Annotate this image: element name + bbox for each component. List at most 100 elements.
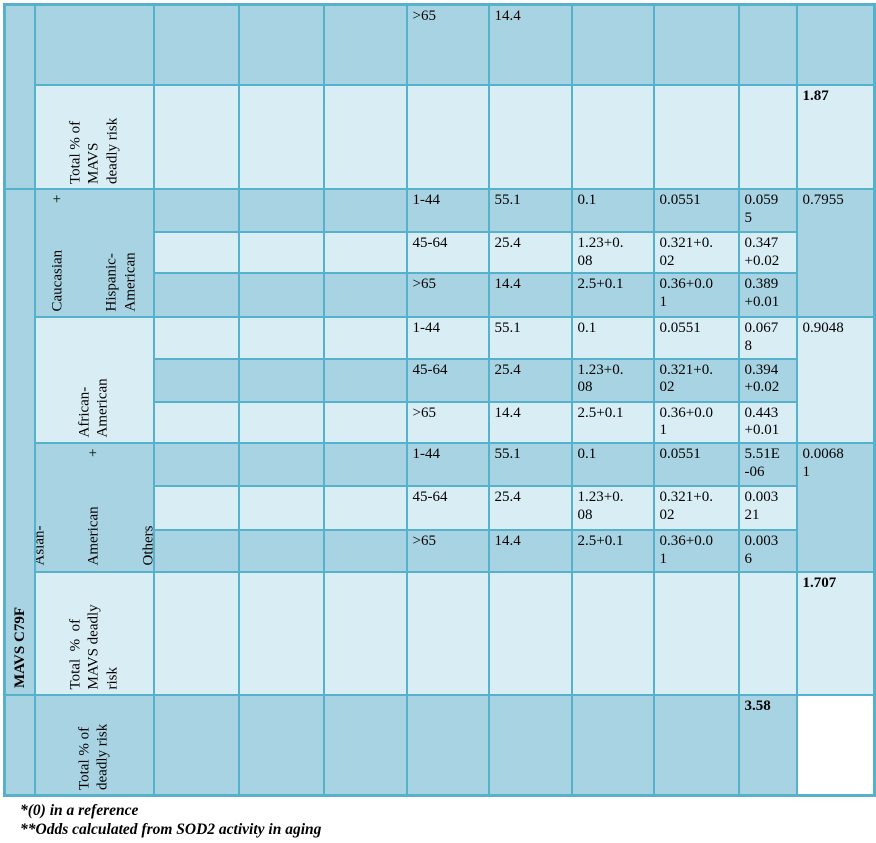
cell-value3: 0.059 5 [737, 188, 798, 233]
empty-cell [33, 3, 155, 86]
cell-value1: 2.5+0.1 [570, 272, 655, 319]
cell-value2: 0.321+0. 02 [652, 485, 740, 532]
group-label-asian: Asian- American + Others [33, 442, 155, 573]
empty-cell [322, 230, 408, 275]
table-row: Total % of MAVS deadly risk 1.87 [5, 84, 876, 190]
empty-cell [322, 442, 408, 488]
empty-cell [237, 3, 325, 86]
empty-cell [570, 3, 655, 86]
cell-value1: 0.1 [570, 442, 655, 488]
empty-cell [737, 84, 798, 190]
table-row: >65 14.4 2.5+0.1 0.36+0.0 1 0.003 6 [5, 529, 875, 573]
section-label: MAVS C79F [11, 606, 28, 688]
table-row: >65 14.4 [3, 3, 876, 190]
empty-cell [152, 188, 240, 233]
empty-cell [570, 84, 655, 190]
empty-cell [652, 693, 740, 796]
vertical-label: Total % of deadly risk [76, 723, 111, 790]
table-row: African- American 1-44 55.1 0.1 0.0551 0… [5, 316, 876, 445]
empty-cell [152, 693, 240, 796]
empty-cell [152, 3, 240, 86]
cell-age: 45-64 [405, 230, 490, 275]
cell-value2: 0.321+0. 02 [652, 357, 740, 403]
empty-cell [487, 84, 573, 190]
empty-cell [237, 442, 325, 488]
empty-cell [237, 400, 325, 445]
cell-age: 1-44 [405, 188, 490, 233]
footnote-reference: *(0) in a reference [20, 801, 139, 819]
empty-cell [322, 693, 408, 796]
table-row: 45-64 25.4 1.23+0. 08 0.321+0. 02 0.003 … [5, 485, 875, 532]
cell-group-total: 0.0068 1 [795, 442, 876, 573]
cell-value1: 1.23+0. 08 [570, 230, 655, 275]
cell-total: 3.58 [737, 693, 798, 796]
cell-value3: 0.347 +0.02 [737, 230, 798, 275]
cell-value2: 0.36+0.0 1 [652, 400, 740, 445]
cell-value2: 0.0551 [652, 316, 740, 360]
empty-cell [237, 230, 325, 275]
empty-cell [795, 3, 876, 86]
risk-table: >65 14.4 Total % of MAVS deadly risk 1.8… [3, 3, 876, 797]
group-label-african: African- American [33, 316, 155, 445]
cell-total: 1.707 [795, 570, 876, 696]
cell-value2: 0.36+0.0 1 [652, 272, 740, 319]
vertical-label: Total % of MAVS deadly risk [67, 604, 121, 690]
empty-cell [152, 272, 240, 319]
empty-cell [737, 570, 798, 696]
cell-pct: 55.1 [487, 188, 573, 233]
cell-age: >65 [405, 529, 490, 573]
cell-value2: 0.321+0. 02 [652, 230, 740, 275]
cell-pct: 55.1 [487, 442, 573, 488]
empty-cell [152, 230, 240, 275]
empty-cell [322, 188, 408, 233]
empty-cell [652, 570, 740, 696]
cell-value2: 0.36+0.0 1 [652, 529, 740, 573]
empty-cell [487, 693, 573, 796]
cell-age: 45-64 [405, 357, 490, 403]
empty-cell [152, 485, 240, 532]
empty-cell [570, 570, 655, 696]
empty-cell [152, 400, 240, 445]
empty-cell [237, 529, 325, 573]
row-label-total-deadly: Total % of deadly risk [33, 693, 155, 796]
empty-cell [152, 529, 240, 573]
cell-value3: 0.067 8 [737, 316, 798, 360]
footnote-odds: **Odds calculated from SOD2 activity in … [20, 820, 322, 838]
plus-sign: + [85, 448, 102, 458]
cell-value1: 0.1 [570, 188, 655, 233]
cell-pct: 14.4 [487, 400, 573, 445]
cell-value2: 0.0551 [652, 442, 740, 488]
table-row: Total % of deadly risk 3.58 [3, 693, 875, 796]
cell-value1: 1.23+0. 08 [570, 357, 655, 403]
empty-cell [152, 316, 240, 360]
table-row: 45-64 25.4 1.23+0. 08 0.321+0. 02 0.347 … [5, 230, 875, 275]
table-row: MAVS C79F Caucasian + Hispanic- American … [3, 187, 876, 696]
row-label-total-mavs-top: Total % of MAVS deadly risk [33, 84, 155, 190]
cell-pct: 25.4 [487, 485, 573, 532]
empty-cell [322, 3, 408, 86]
empty-cell [237, 693, 325, 796]
cell-value3: 0.389 +0.01 [737, 272, 798, 319]
empty-cell [322, 400, 408, 445]
empty-cell [322, 84, 408, 190]
cell-age: 1-44 [405, 316, 490, 360]
table-row: >65 14.4 2.5+0.1 0.36+0.0 1 0.443 +0.01 [5, 400, 875, 445]
cell-pct: 14.4 [487, 3, 573, 86]
empty-cell [237, 357, 325, 403]
cell-value1: 2.5+0.1 [570, 529, 655, 573]
section-spacer-cell [3, 693, 36, 796]
empty-cell [237, 272, 325, 319]
plus-sign: + [49, 194, 66, 204]
cell-total: 1.87 [795, 84, 876, 190]
table-row: >65 14.4 2.5+0.1 0.36+0.0 1 0.389 +0.01 [5, 272, 875, 319]
empty-cell [152, 570, 240, 696]
cell-value3: 0.394 +0.02 [737, 357, 798, 403]
empty-cell [737, 3, 798, 86]
section-spacer-cell [3, 3, 36, 190]
cell-value3: 0.003 21 [737, 485, 798, 532]
empty-cell [322, 316, 408, 360]
empty-cell [152, 357, 240, 403]
cell-age: >65 [405, 400, 490, 445]
cell-value1: 1.23+0. 08 [570, 485, 655, 532]
